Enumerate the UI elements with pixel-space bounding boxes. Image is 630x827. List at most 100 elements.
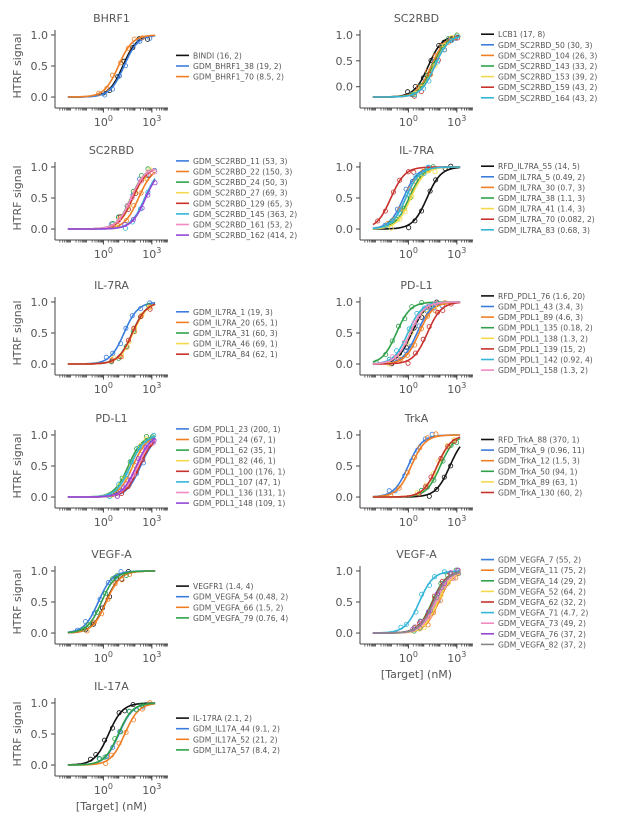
legend-entry: GDM_PDL1_139 (15, 2) (498, 345, 586, 354)
y-tick-label: 1.0 (31, 697, 49, 710)
data-point (432, 574, 438, 580)
series-curve (372, 301, 461, 365)
series-curve (67, 702, 156, 766)
x-tick-label: 103 (142, 650, 161, 665)
data-point (383, 223, 389, 229)
data-point (83, 619, 89, 625)
legend-entry: GDM_TrkA_130 (60, 2) (498, 489, 582, 498)
data-point (123, 325, 129, 331)
chart-panel-3: SC2RBD 0.0 0.5 1.0 100 103 HTRF signal GDM_SC2R… (11, 144, 297, 261)
data-point (125, 202, 131, 208)
data-point (104, 85, 110, 91)
data-point (112, 488, 118, 494)
chart-title: SC2RBD (394, 12, 439, 25)
x-axis-label: [Target] (nM) (76, 800, 147, 813)
legend-entry: GDM_PDL1_82 (46, 1) (193, 457, 276, 466)
data-point (412, 350, 418, 356)
data-point (152, 169, 158, 175)
data-point (129, 313, 135, 319)
data-point (114, 573, 120, 579)
y-tick-label: 1.0 (31, 29, 49, 42)
data-point (138, 306, 144, 312)
x-tick-label: 103 (142, 114, 161, 129)
data-point (421, 85, 427, 91)
y-tick-label: 0.0 (31, 358, 49, 371)
legend-entry: GDM_PDL1_138 (1.3, 2) (498, 334, 588, 343)
legend-entry: GDM_VEGFA_7 (55, 2) (498, 556, 581, 565)
legend-entry: RFD_TrkA_88 (370, 1) (498, 436, 580, 445)
y-axis-label: HTRF signal (11, 702, 24, 767)
y-tick-label: 0.0 (31, 91, 49, 104)
data-point (137, 38, 143, 44)
x-axis-label: [Target] (nM) (381, 668, 452, 681)
data-point (138, 190, 144, 196)
data-point (145, 169, 151, 175)
chart-panel-4: IL-7RA 0.0 0.5 1.0 100 103 RFD_IL7RA_55 (14, 5… (336, 144, 595, 261)
data-point (118, 569, 124, 575)
series-curve (67, 570, 156, 634)
chart-panel-9: VEGF-A 0.0 0.5 1.0 100 103 HTRF signal VEGFR1 (… (11, 548, 288, 665)
series-curve (372, 166, 461, 230)
data-point (131, 36, 137, 42)
data-point (81, 626, 87, 632)
y-tick-label: 1.0 (31, 429, 49, 442)
legend-entry: GDM_SC2RBD_24 (50, 3) (193, 178, 288, 187)
data-point (132, 325, 138, 331)
legend-entry: GDM_PDL1_24 (67, 1) (193, 436, 276, 445)
legend-entry: GDM_IL7RA_84 (62, 1) (193, 350, 278, 359)
data-point (394, 354, 400, 360)
series-curve (372, 301, 461, 365)
x-tick-label: 100 (399, 114, 418, 129)
data-point (405, 89, 411, 95)
legend-entry: GDM_SC2RBD_161 (53, 2) (193, 221, 292, 230)
data-point (129, 195, 135, 201)
legend-entry: GDM_IL17A_57 (8.4, 2) (193, 746, 280, 755)
data-point (398, 356, 404, 362)
data-point (432, 169, 438, 175)
data-point (398, 624, 404, 630)
data-point (105, 580, 111, 586)
data-point (147, 306, 153, 312)
series-curve (67, 438, 156, 498)
data-point (450, 576, 456, 582)
y-axis-label: HTRF signal (11, 166, 24, 231)
data-point (118, 729, 124, 735)
data-point (403, 622, 409, 628)
y-tick-label: 0.5 (336, 55, 354, 68)
data-point (451, 438, 457, 444)
data-point (91, 619, 97, 625)
data-point (147, 700, 153, 706)
series-curve (67, 168, 156, 230)
chart-panel-11: IL-17A 0.0 0.5 1.0 100 103 HTRF signal [Target]… (11, 680, 280, 813)
series-curve (372, 434, 461, 498)
data-point (439, 585, 445, 591)
y-tick-label: 0.5 (336, 596, 354, 609)
data-point (122, 221, 128, 227)
y-tick-label: 0.5 (31, 192, 49, 205)
data-point (402, 208, 408, 214)
chart-title: IL-17A (94, 680, 129, 693)
y-tick-label: 0.0 (336, 358, 354, 371)
data-point (428, 474, 434, 480)
data-point (152, 180, 158, 186)
chart-panel-2: SC2RBD 0.0 0.5 1.0 100 103 LCB1 (17, 8) GDM_SC2… (336, 12, 598, 129)
data-point (396, 485, 402, 491)
data-point (130, 702, 136, 708)
legend-entry: GDM_BHRF1_38 (19, 2) (193, 62, 282, 71)
legend-entry: GDM_TrkA_9 (0.96, 11) (498, 446, 585, 455)
data-point (427, 188, 433, 194)
data-point (404, 352, 410, 358)
data-point (418, 326, 424, 332)
data-point (403, 348, 409, 354)
legend-entry: GDM_PDL1_107 (47, 1) (193, 478, 281, 487)
data-point (441, 474, 447, 480)
legend-entry: GDM_IL7RA_38 (1.1, 3) (498, 194, 585, 203)
data-point (125, 337, 131, 343)
legend-entry: GDM_VEGFA_52 (64, 2) (498, 587, 586, 596)
data-point (130, 717, 136, 723)
data-point (130, 216, 136, 222)
y-tick-label: 0.0 (336, 491, 354, 504)
data-point (96, 90, 102, 96)
data-point (138, 178, 144, 184)
